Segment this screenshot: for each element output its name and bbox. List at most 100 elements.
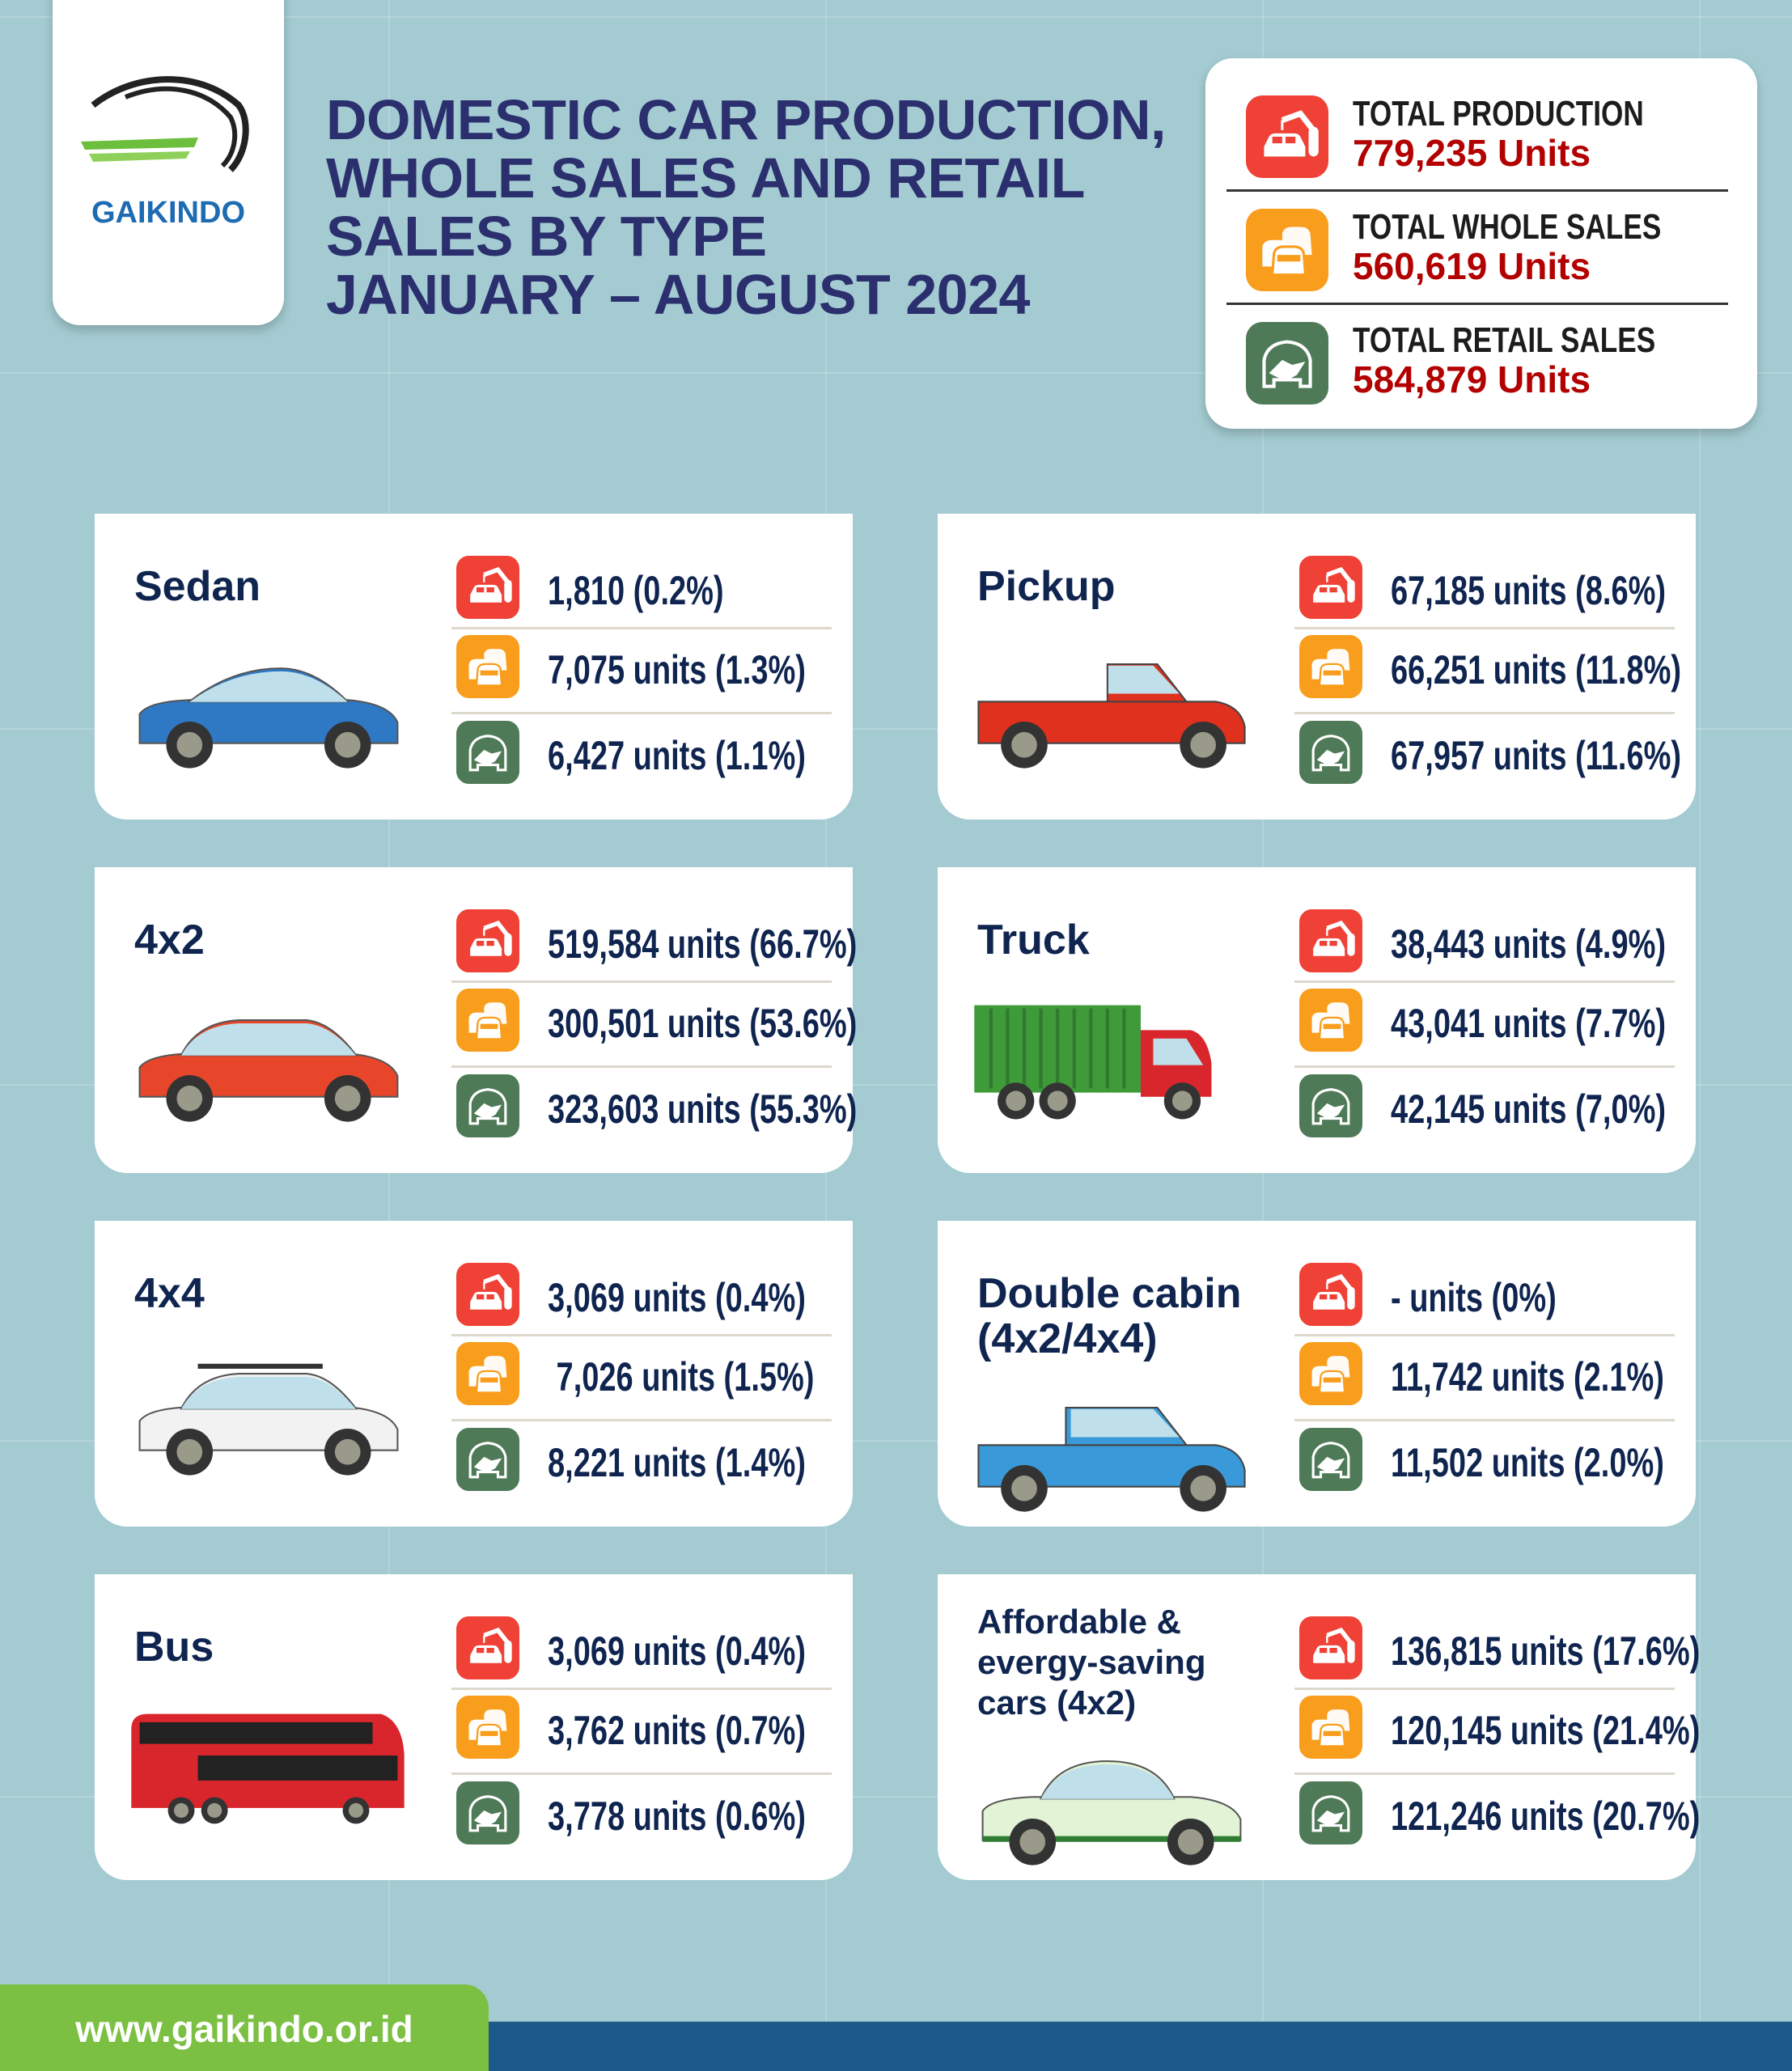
car-factory-icon (1299, 556, 1362, 619)
car-fleet-icon (456, 1696, 519, 1759)
vehicle-card: Double cabin (4x2/4x4) - units (0%) 11,742… (938, 1221, 1696, 1527)
production-value: 38,443 units (4.9%) (1391, 921, 1667, 967)
totals-panel: TOTAL PRODUCTION 779,235 Units TOTAL WHOLE… (1205, 58, 1757, 429)
wholesales-value: 7,075 units (1.3%) (548, 647, 806, 692)
car-handshake-icon (1299, 1074, 1362, 1137)
retail-row: 121,246 units (20.7%) (1299, 1781, 1700, 1846)
divider (451, 712, 832, 714)
car-fleet-icon (1299, 635, 1362, 698)
truck-illustration (974, 1005, 1212, 1120)
vehicle-type-name: Affordable & evergy-saving cars (4x2) (977, 1603, 1206, 1722)
car-fleet-icon (456, 1342, 519, 1405)
divider (1226, 189, 1728, 192)
retail-value: 6,427 units (1.1%) (548, 733, 806, 778)
suv-illustration (138, 1363, 399, 1476)
car-fleet-icon (1299, 989, 1362, 1052)
production-value: 1,810 (0.2%) (548, 568, 724, 613)
wholesales-value: 11,742 units (2.1%) (1391, 1354, 1664, 1400)
production-row: 136,815 units (17.6%) (1299, 1616, 1700, 1681)
vehicle-image (966, 997, 1257, 1130)
retail-value: 3,778 units (0.6%) (548, 1794, 806, 1839)
vehicle-card: 4x4 3,069 units (0.4%) 7,026 units (1.5%)… (95, 1221, 853, 1527)
hatch-illustration (138, 1019, 399, 1122)
sedan-illustration (138, 667, 399, 769)
car-fleet-icon (1299, 1342, 1362, 1405)
vehicle-card: Affordable & evergy-saving cars (4x2) 136… (938, 1574, 1700, 1880)
logo-swoosh-icon (81, 76, 249, 172)
retail-row: 67,957 units (11.6%) (1299, 721, 1688, 786)
website-link[interactable]: www.gaikindo.or.id (75, 2008, 413, 2050)
car-fleet-icon (456, 989, 519, 1052)
vehicle-type-name: 4x4 (134, 1270, 205, 1317)
total-label: TOTAL PRODUCTION (1353, 94, 1644, 133)
production-row: - units (0%) (1299, 1263, 1688, 1328)
divider (451, 1688, 832, 1690)
car-handshake-icon (1299, 1428, 1362, 1491)
divider (1294, 1772, 1675, 1775)
car-handshake-icon (1299, 1781, 1362, 1844)
retail-value: 67,957 units (11.6%) (1391, 733, 1682, 778)
total-value: 560,619 Units (1353, 245, 1591, 287)
divider (451, 627, 832, 629)
divider (1294, 1688, 1675, 1690)
retail-row: 8,221 units (1.4%) (456, 1428, 845, 1493)
vehicle-type-name: Sedan (134, 563, 261, 610)
wholesales-row: 300,501 units (53.6%) (456, 989, 857, 1053)
vehicle-card: Sedan 1,810 (0.2%) 7,075 units (1.3%) 6,427… (95, 514, 853, 820)
car-handshake-icon (456, 721, 519, 784)
vehicle-image (123, 1704, 414, 1837)
vehicle-type-name: 4x2 (134, 917, 205, 964)
wholesales-row: 7,075 units (1.3%) (456, 635, 845, 700)
car-handshake-icon (456, 1781, 519, 1844)
car-handshake-icon (456, 1074, 519, 1137)
retail-value: 11,502 units (2.0%) (1391, 1440, 1664, 1485)
car-fleet-icon (1299, 1696, 1362, 1759)
page-title: DOMESTIC CAR PRODUCTION, WHOLE SALES AND… (326, 88, 1167, 326)
vehicle-type-name: Double cabin (4x2/4x4) (977, 1270, 1242, 1362)
production-value: 3,069 units (0.4%) (548, 1628, 806, 1674)
total-value: 779,235 Units (1353, 132, 1591, 174)
car-factory-icon (1246, 95, 1328, 178)
total-value: 584,879 Units (1353, 358, 1591, 400)
car-handshake-icon (456, 1428, 519, 1491)
wholesales-value: 43,041 units (7.7%) (1391, 1001, 1667, 1046)
production-row: 3,069 units (0.4%) (456, 1263, 845, 1328)
divider (1294, 1334, 1675, 1336)
footer-website[interactable]: www.gaikindo.or.id (0, 1984, 489, 2071)
retail-row: 323,603 units (55.3%) (456, 1074, 857, 1139)
gaikindo-logo: GAIKINDO (53, 0, 284, 325)
retail-row: 42,145 units (7,0%) (1299, 1074, 1688, 1139)
wholesales-row: 43,041 units (7.7%) (1299, 989, 1688, 1053)
vehicle-image (123, 997, 414, 1130)
car-handshake-icon (1246, 322, 1328, 404)
wholesales-row: 120,145 units (21.4%) (1299, 1696, 1700, 1760)
divider (451, 1065, 832, 1068)
logo-text: GAIKINDO (91, 196, 245, 230)
vehicle-card: Bus 3,069 units (0.4%) 3,762 units (0.7%) 3… (95, 1574, 853, 1880)
production-row: 519,584 units (66.7%) (456, 909, 857, 974)
car-fleet-icon (456, 635, 519, 698)
production-value: 136,815 units (17.6%) (1391, 1628, 1701, 1674)
total-wholesales: TOTAL WHOLE SALES 560,619 Units (1226, 189, 1728, 303)
retail-value: 121,246 units (20.7%) (1391, 1794, 1701, 1839)
production-value: 67,185 units (8.6%) (1391, 568, 1667, 613)
divider (1294, 627, 1675, 629)
wholesales-row: 11,742 units (2.1%) (1299, 1342, 1688, 1407)
car-factory-icon (1299, 1263, 1362, 1326)
wholesales-row: 7,026 units (1.5%) (456, 1342, 845, 1407)
wholesales-row: 66,251 units (11.8%) (1299, 635, 1688, 700)
production-value: - units (0%) (1391, 1275, 1557, 1320)
wholesales-value: 120,145 units (21.4%) (1391, 1708, 1701, 1753)
car-handshake-icon (1299, 721, 1362, 784)
wholesales-value: 3,762 units (0.7%) (548, 1708, 806, 1753)
vehicle-image (123, 643, 414, 777)
doublecab-illustration (977, 1406, 1246, 1512)
car-factory-icon (1299, 1616, 1362, 1679)
vehicle-type-name: Pickup (977, 563, 1116, 610)
divider (1294, 980, 1675, 983)
pickup-illustration (977, 663, 1246, 769)
divider (451, 980, 832, 983)
retail-row: 6,427 units (1.1%) (456, 721, 845, 786)
car-factory-icon (456, 909, 519, 972)
vehicle-card: Pickup 67,185 units (8.6%) 66,251 units (1… (938, 514, 1696, 820)
